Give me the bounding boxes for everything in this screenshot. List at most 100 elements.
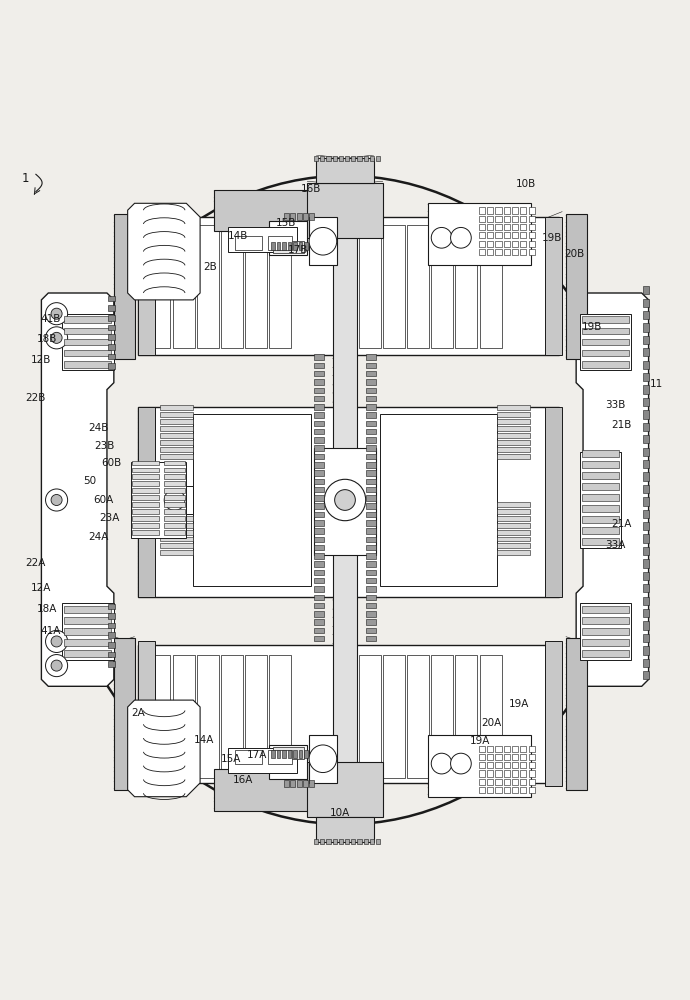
Bar <box>314 595 324 600</box>
Circle shape <box>46 630 68 652</box>
Bar <box>314 603 324 608</box>
Bar <box>132 495 159 500</box>
Bar <box>643 621 649 630</box>
Bar <box>164 468 185 472</box>
Bar <box>314 578 324 583</box>
Bar <box>108 652 115 657</box>
Bar <box>643 348 649 356</box>
Bar <box>643 510 649 518</box>
Bar <box>314 429 324 434</box>
Bar <box>428 203 531 265</box>
Bar <box>314 512 324 517</box>
Bar <box>333 156 337 161</box>
Bar <box>288 242 291 250</box>
Bar <box>487 754 493 760</box>
Bar <box>643 534 649 543</box>
Bar <box>160 454 193 459</box>
Text: 21B: 21B <box>611 420 631 430</box>
Bar <box>529 770 535 777</box>
Bar <box>520 746 526 752</box>
Bar <box>138 217 155 355</box>
Bar <box>314 445 324 451</box>
Bar <box>108 642 115 648</box>
Bar <box>512 779 518 785</box>
Bar <box>290 780 295 787</box>
Bar <box>428 735 531 797</box>
Circle shape <box>51 636 62 647</box>
Bar <box>366 503 376 509</box>
Bar <box>351 839 355 844</box>
Bar <box>487 207 493 214</box>
Bar <box>497 502 530 507</box>
Bar <box>277 242 280 250</box>
Bar <box>271 750 275 758</box>
Circle shape <box>309 227 337 255</box>
Bar <box>512 224 518 230</box>
Bar <box>314 156 318 161</box>
Bar <box>643 398 649 406</box>
Bar <box>160 509 193 514</box>
Bar <box>520 232 526 238</box>
Bar <box>643 336 649 344</box>
Bar <box>479 770 485 777</box>
Bar <box>326 156 331 161</box>
Bar <box>497 419 530 424</box>
Bar <box>512 762 518 768</box>
Bar <box>497 447 530 452</box>
Bar <box>497 412 530 417</box>
Bar <box>487 249 493 255</box>
Bar <box>339 839 343 844</box>
Bar <box>495 746 502 752</box>
Bar <box>407 225 429 348</box>
Bar <box>520 224 526 230</box>
Text: 12B: 12B <box>31 355 52 365</box>
Bar <box>643 646 649 655</box>
Bar <box>479 241 485 247</box>
Bar <box>366 379 376 385</box>
Bar <box>504 232 510 238</box>
Bar <box>160 405 193 410</box>
Polygon shape <box>128 203 200 300</box>
Polygon shape <box>576 293 649 686</box>
Circle shape <box>46 327 68 349</box>
Text: 19B: 19B <box>582 322 602 332</box>
Bar <box>160 543 193 548</box>
Bar <box>132 530 159 534</box>
Bar <box>314 354 324 360</box>
Bar <box>108 344 115 350</box>
Bar <box>495 770 502 777</box>
Bar <box>582 350 629 356</box>
Bar <box>366 603 376 608</box>
Bar <box>314 528 324 534</box>
Bar <box>164 516 185 521</box>
Text: 23A: 23A <box>99 513 119 523</box>
Bar <box>160 502 193 507</box>
Bar <box>487 746 493 752</box>
Bar <box>197 225 219 348</box>
Bar <box>643 634 649 642</box>
Bar <box>480 225 502 348</box>
Bar <box>138 217 559 355</box>
Bar <box>351 156 355 161</box>
Circle shape <box>51 308 62 319</box>
Bar <box>160 516 193 521</box>
Bar <box>314 611 324 617</box>
Bar <box>160 530 193 534</box>
Bar <box>497 440 530 445</box>
Bar <box>582 606 629 613</box>
Polygon shape <box>41 293 114 686</box>
Bar <box>160 426 193 431</box>
Bar <box>64 339 111 345</box>
Bar <box>582 339 629 345</box>
Bar <box>132 516 159 521</box>
Bar <box>582 505 619 512</box>
Bar <box>529 216 535 222</box>
Bar <box>366 520 376 526</box>
Bar <box>495 232 502 238</box>
Bar <box>545 217 562 355</box>
Bar <box>299 242 302 250</box>
Bar <box>366 619 376 625</box>
Bar <box>370 839 374 844</box>
Bar <box>316 817 374 842</box>
Bar <box>138 407 559 597</box>
